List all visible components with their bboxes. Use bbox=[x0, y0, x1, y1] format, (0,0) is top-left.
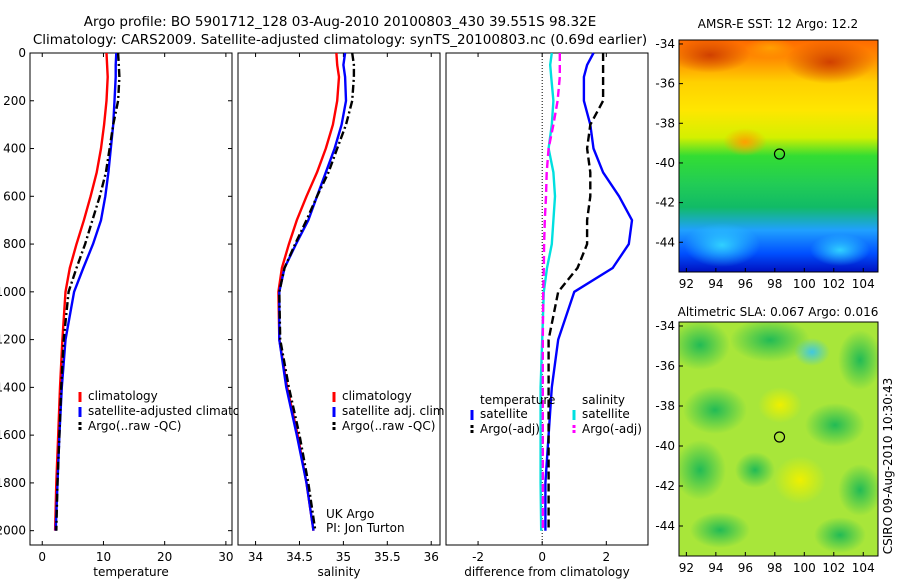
temperature-panel: 0 10 20 30 0 200 400 600 800 1000 1200 1400 1600 1800… bbox=[0, 46, 266, 579]
sla-map-panel: Altimetric SLA: 0.067 Argo: 0.016 92 94 96 bbox=[655, 305, 879, 575]
temperature-ytick-label: 1200 bbox=[0, 333, 26, 347]
temperature-plot-area bbox=[29, 52, 233, 546]
temperature-ytick-label: 1800 bbox=[0, 476, 26, 490]
salinity-xtick-label: 35 bbox=[336, 550, 351, 564]
difference-series-line bbox=[547, 53, 605, 531]
salinity-annotation: UK Argo bbox=[326, 507, 374, 521]
difference-legend-entry: Argo(-adj) bbox=[480, 422, 540, 436]
sla-map-xtick-label: 100 bbox=[793, 561, 816, 575]
sla-map-xtick-label: 96 bbox=[738, 561, 753, 575]
sla-map-xtick-label: 102 bbox=[822, 561, 845, 575]
sla-map-xtick-label: 92 bbox=[679, 561, 694, 575]
temperature-ytick-label: 0 bbox=[18, 46, 26, 60]
salinity-legend-entry: Argo(..raw -QC) bbox=[342, 419, 435, 433]
sst-map-xtick-label: 102 bbox=[822, 277, 845, 291]
temperature-ytick-label: 800 bbox=[3, 237, 26, 251]
temperature-xtick-label: 20 bbox=[157, 550, 172, 564]
temperature-legend-entry: satellite-adjusted climatology bbox=[88, 404, 266, 418]
salinity-plot-area bbox=[237, 52, 441, 546]
temperature-ytick-label: 1000 bbox=[0, 285, 26, 299]
figure-title-line1: Argo profile: BO 5901712_128 03-Aug-2010… bbox=[84, 14, 596, 30]
sst-argo-marker bbox=[773, 148, 786, 160]
temperature-ytick-label: 1400 bbox=[0, 380, 26, 394]
salinity-legend-entry: satellite adj. clim. bbox=[342, 404, 448, 418]
salinity-series-line bbox=[278, 52, 356, 531]
salinity-xtick-label: 35.5 bbox=[374, 550, 401, 564]
temperature-legend-entry: Argo(..raw -QC) bbox=[88, 419, 181, 433]
temperature-ytick-label: 1600 bbox=[0, 428, 26, 442]
sst-map-xtick-label: 98 bbox=[767, 277, 782, 291]
difference-legend-entry: satellite bbox=[480, 407, 528, 421]
salinity-xtick-label: 34 bbox=[248, 550, 263, 564]
difference-xtick-label: -2 bbox=[472, 550, 484, 564]
sst-map-xtick-label: 96 bbox=[738, 277, 753, 291]
difference-xlabel: difference from climatology bbox=[464, 565, 630, 579]
sla-map-ytick-label: -44 bbox=[655, 519, 675, 533]
sst-map-ytick-label: -34 bbox=[655, 37, 675, 51]
difference-legend-heading: temperature bbox=[480, 393, 555, 407]
salinity-xtick-label: 34.5 bbox=[286, 550, 313, 564]
temperature-ytick-label: 600 bbox=[3, 189, 26, 203]
difference-series-line bbox=[539, 52, 557, 531]
sla-argo-marker bbox=[773, 431, 786, 443]
sst-map-ytick-label: -44 bbox=[655, 235, 675, 249]
sst-map-axes: 92 94 96 98 100 102 104 -34 -36 -38 -40 -42 -44 bbox=[655, 37, 874, 291]
temperature-xlabel: temperature bbox=[93, 565, 168, 579]
temperature-xtick-label: 0 bbox=[38, 550, 46, 564]
temperature-legend-entry: climatology bbox=[88, 389, 158, 403]
salinity-panel: 34 34.5 35 35.5 36 salinity climatologysatelli… bbox=[237, 52, 448, 579]
salinity-annotation: PI: Jon Turton bbox=[326, 521, 405, 535]
temperature-ytick-label: 2000 bbox=[0, 524, 26, 538]
difference-legend-entry: satellite bbox=[582, 407, 630, 421]
difference-series-line bbox=[541, 53, 561, 531]
sla-map-ytick-label: -38 bbox=[655, 399, 675, 413]
sla-map-xtick-label: 104 bbox=[852, 561, 875, 575]
temperature-ytick-label: 400 bbox=[3, 142, 26, 156]
sla-map-ytick-label: -42 bbox=[655, 479, 675, 493]
sst-map-title: AMSR-E SST: 12 Argo: 12.2 bbox=[698, 17, 858, 31]
difference-legend-heading: salinity bbox=[582, 393, 625, 407]
difference-legend-entry: Argo(-adj) bbox=[582, 422, 642, 436]
sst-map-field bbox=[679, 40, 878, 272]
salinity-series-line bbox=[278, 52, 348, 531]
sla-map-axes: 92 94 96 98 100 102 104 -34 -36 -38 -40 -42 -44 bbox=[655, 319, 874, 575]
difference-series-line bbox=[544, 52, 634, 531]
temperature-series-line bbox=[55, 52, 121, 531]
sla-map-field bbox=[679, 322, 878, 556]
difference-xtick-label: 0 bbox=[538, 550, 546, 564]
figure-title-line2: Climatology: CARS2009. Satellite-adjuste… bbox=[33, 32, 647, 48]
credit-label: CSIRO 09-Aug-2010 10:30:43 bbox=[881, 378, 895, 554]
difference-xtick-label: 2 bbox=[602, 550, 610, 564]
sst-map-ytick-label: -42 bbox=[655, 196, 675, 210]
temperature-xtick-label: 30 bbox=[218, 550, 233, 564]
sst-map-ytick-label: -36 bbox=[655, 77, 675, 91]
sst-map-xtick-label: 100 bbox=[793, 277, 816, 291]
sla-map-ytick-label: -40 bbox=[655, 439, 675, 453]
temperature-xtick-label: 10 bbox=[96, 550, 111, 564]
sla-map-xtick-label: 98 bbox=[767, 561, 782, 575]
salinity-xlabel: salinity bbox=[317, 565, 360, 579]
salinity-legend-entry: climatology bbox=[342, 389, 412, 403]
temperature-ytick-label: 200 bbox=[3, 94, 26, 108]
sla-map-ytick-label: -36 bbox=[655, 359, 675, 373]
sst-map-panel: AMSR-E SST: 12 Argo: 12.2 92 94 96 98 100 102… bbox=[655, 17, 879, 291]
sla-map-xtick-label: 94 bbox=[708, 561, 723, 575]
salinity-xtick-label: 36 bbox=[424, 550, 439, 564]
sst-map-ytick-label: -38 bbox=[655, 116, 675, 130]
sst-map-xtick-label: 104 bbox=[852, 277, 875, 291]
sst-map-ytick-label: -40 bbox=[655, 156, 675, 170]
sst-map-xtick-label: 92 bbox=[679, 277, 694, 291]
sst-map-xtick-label: 94 bbox=[708, 277, 723, 291]
sla-map-title: Altimetric SLA: 0.067 Argo: 0.016 bbox=[678, 305, 879, 319]
sla-map-ytick-label: -34 bbox=[655, 319, 675, 333]
